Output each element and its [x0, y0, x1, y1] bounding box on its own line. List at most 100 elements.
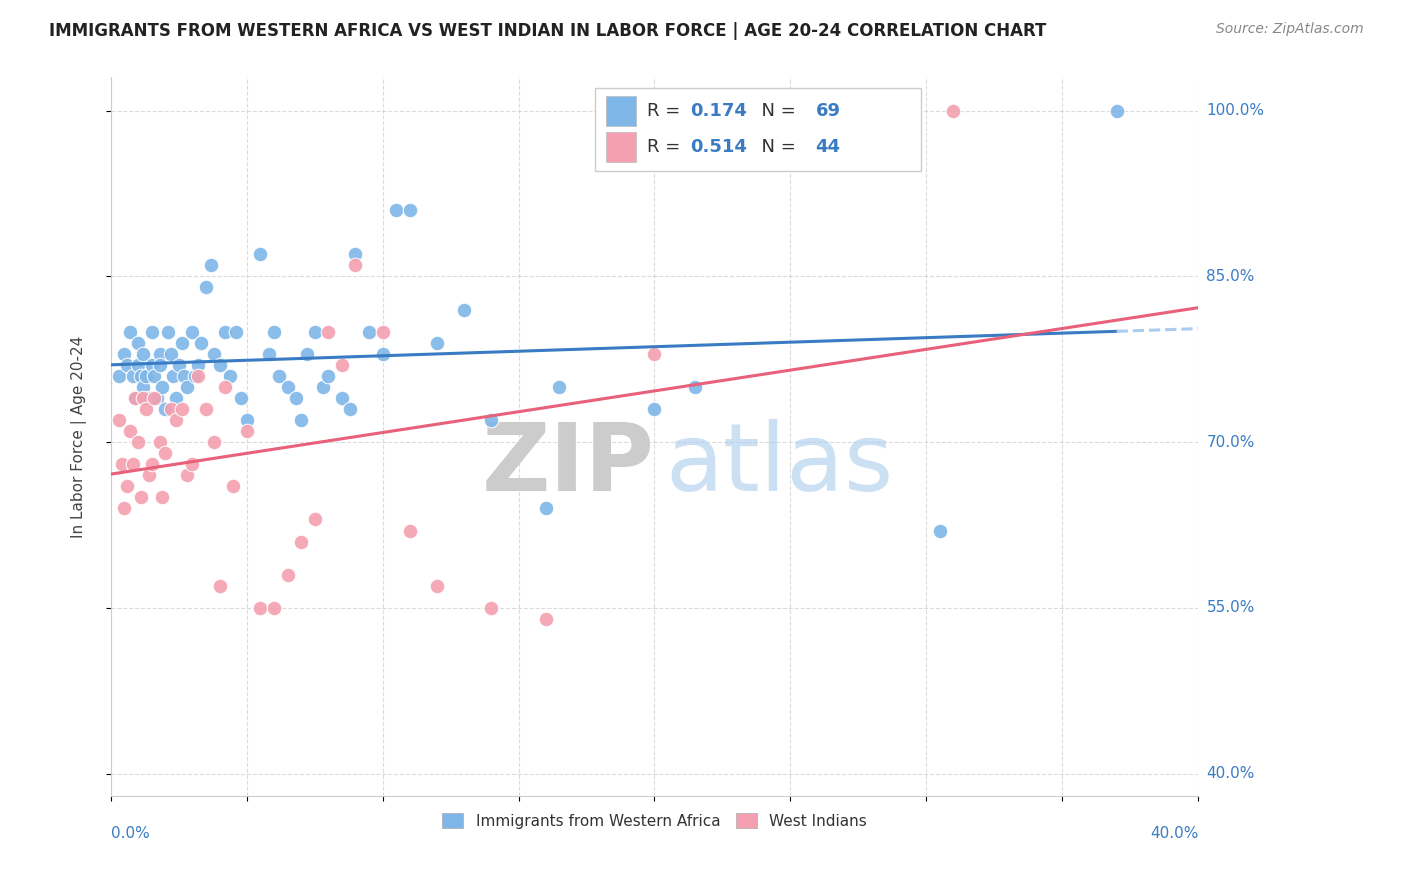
Point: [141, 358, 163, 372]
Point: [534, 501, 557, 516]
Point: [257, 347, 280, 361]
Point: [108, 413, 131, 427]
Point: [942, 103, 965, 118]
Text: R =: R =: [647, 138, 686, 156]
Point: [132, 347, 155, 361]
Point: [318, 325, 340, 339]
Bar: [595, 88, 921, 171]
Point: [371, 325, 394, 339]
Point: [115, 479, 138, 493]
Point: [426, 335, 449, 350]
Point: [127, 358, 149, 372]
Point: [129, 368, 152, 383]
Point: [149, 435, 172, 450]
Point: [132, 380, 155, 394]
Point: [155, 401, 177, 416]
Point: [114, 501, 136, 516]
Point: [202, 435, 225, 450]
Text: 44: 44: [815, 138, 841, 156]
Point: [231, 391, 253, 405]
Point: [263, 600, 285, 615]
Point: [534, 612, 557, 626]
Point: [159, 347, 181, 361]
Point: [225, 325, 247, 339]
Text: 40.0%: 40.0%: [1206, 766, 1254, 781]
Point: [214, 325, 236, 339]
Point: [304, 512, 326, 526]
Point: [159, 401, 181, 416]
Point: [683, 380, 706, 394]
Point: [181, 325, 204, 339]
Point: [399, 202, 422, 217]
Point: [155, 446, 177, 460]
Point: [548, 380, 571, 394]
Point: [344, 247, 367, 261]
Point: [181, 457, 204, 471]
Point: [190, 335, 212, 350]
Point: [371, 347, 394, 361]
Point: [1105, 103, 1128, 118]
Point: [277, 567, 299, 582]
Bar: [606, 96, 636, 127]
Point: [108, 368, 131, 383]
Point: [481, 600, 503, 615]
Point: [146, 391, 169, 405]
Point: [195, 280, 218, 294]
Point: [359, 325, 381, 339]
Point: [118, 424, 141, 438]
Point: [312, 380, 335, 394]
Point: [187, 368, 209, 383]
Text: N =: N =: [751, 138, 801, 156]
Point: [165, 391, 187, 405]
Text: R =: R =: [647, 103, 686, 120]
Text: atlas: atlas: [665, 419, 894, 511]
Point: [143, 391, 166, 405]
Point: [304, 325, 326, 339]
Point: [426, 579, 449, 593]
Text: 40.0%: 40.0%: [1150, 826, 1198, 841]
Point: [284, 391, 307, 405]
Point: [127, 435, 149, 450]
Point: [222, 479, 245, 493]
Text: 0.0%: 0.0%: [111, 826, 149, 841]
Point: [135, 368, 157, 383]
Point: [162, 368, 184, 383]
Point: [170, 401, 193, 416]
Point: [149, 347, 172, 361]
Point: [173, 368, 195, 383]
Point: [208, 358, 231, 372]
Point: [928, 524, 950, 538]
Point: [330, 391, 353, 405]
Point: [330, 358, 353, 372]
Point: [115, 358, 138, 372]
Text: 100.0%: 100.0%: [1206, 103, 1264, 118]
Point: [165, 413, 187, 427]
Point: [249, 247, 271, 261]
Text: 85.0%: 85.0%: [1206, 268, 1254, 284]
Point: [295, 347, 318, 361]
Point: [176, 468, 198, 483]
Point: [236, 413, 259, 427]
Point: [127, 335, 149, 350]
Point: [121, 368, 143, 383]
Text: IMMIGRANTS FROM WESTERN AFRICA VS WEST INDIAN IN LABOR FORCE | AGE 20-24 CORRELA: IMMIGRANTS FROM WESTERN AFRICA VS WEST I…: [49, 22, 1046, 40]
Text: Source: ZipAtlas.com: Source: ZipAtlas.com: [1216, 22, 1364, 37]
Point: [214, 380, 236, 394]
Point: [643, 401, 665, 416]
Point: [187, 358, 209, 372]
Point: [290, 413, 312, 427]
Point: [176, 380, 198, 394]
Text: 70.0%: 70.0%: [1206, 434, 1254, 450]
Point: [318, 368, 340, 383]
Point: [290, 534, 312, 549]
Point: [170, 335, 193, 350]
Point: [249, 600, 271, 615]
Point: [481, 413, 503, 427]
Point: [124, 391, 146, 405]
Point: [129, 491, 152, 505]
Point: [152, 491, 174, 505]
Text: 0.174: 0.174: [690, 103, 747, 120]
Point: [269, 368, 291, 383]
Point: [138, 391, 160, 405]
Point: [236, 424, 259, 438]
